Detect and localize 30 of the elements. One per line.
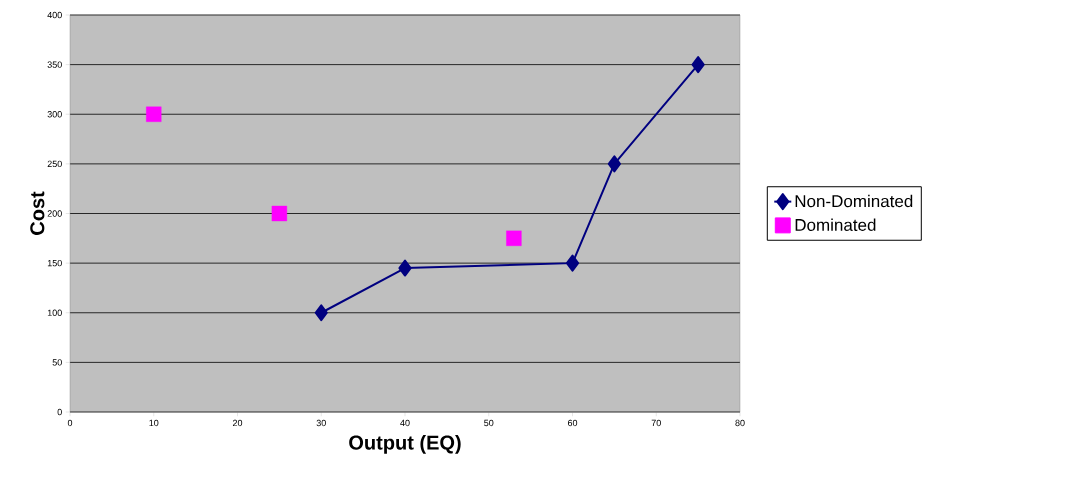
x-tick-label: 60 [567, 419, 578, 427]
y-tick-label: 350 [47, 61, 62, 68]
x-tick-label: 50 [484, 419, 494, 427]
y-tick-label: 300 [47, 111, 62, 118]
point [146, 106, 162, 122]
point [691, 56, 705, 74]
y-tick-label: 50 [52, 359, 62, 366]
x-tick-label: 10 [149, 419, 159, 427]
x-tick-label: 0 [67, 419, 73, 427]
y-tick-label: 100 [47, 309, 62, 316]
x-tick-label: 80 [735, 419, 745, 427]
x-tick-label: 70 [651, 419, 661, 427]
point [271, 205, 288, 222]
y-tick-label: 0 [57, 408, 62, 416]
x-tick-label: 40 [400, 419, 410, 427]
x-tick-label: 20 [232, 419, 243, 427]
x-tick-label: 30 [316, 419, 326, 427]
y-tick-label: 150 [47, 259, 62, 267]
y-tick-label: 250 [47, 160, 62, 168]
point [398, 259, 412, 277]
legend-label: Non-Dominated [795, 194, 913, 208]
y-axis-title: Cost [30, 191, 45, 235]
point [607, 155, 621, 173]
point [565, 254, 580, 272]
legend-label: Dominated [795, 218, 876, 231]
y-tick-label: 400 [47, 11, 62, 19]
point [314, 304, 328, 322]
point [506, 230, 522, 246]
y-tick-label: 200 [47, 210, 62, 217]
x-axis-title: Output (EQ) [349, 434, 461, 454]
